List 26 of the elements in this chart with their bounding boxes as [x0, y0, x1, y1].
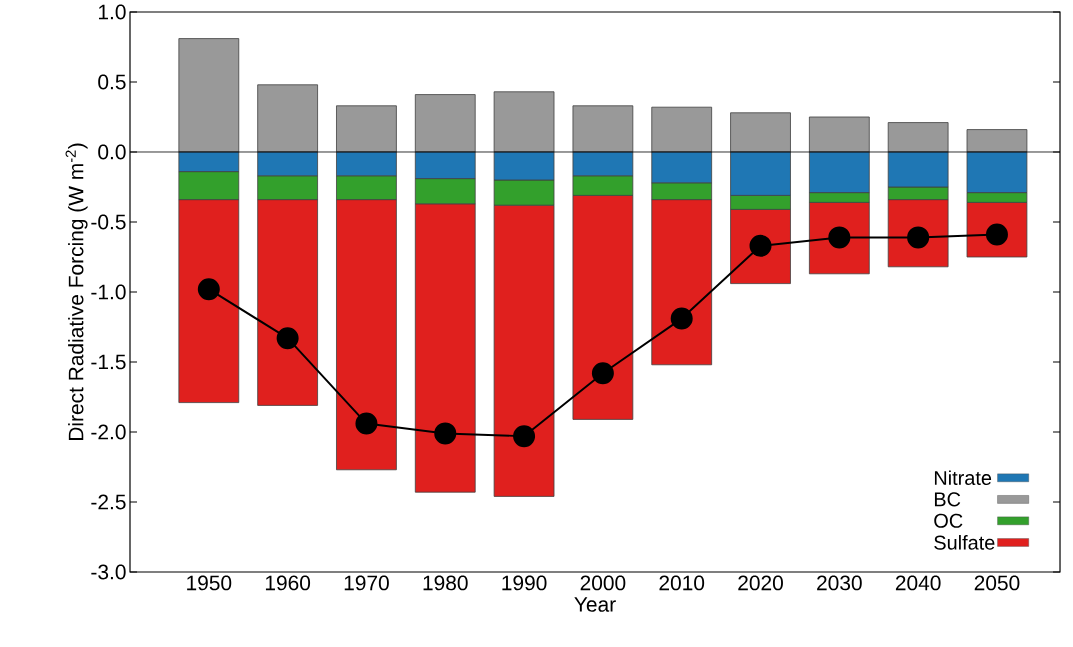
x-tick-label: 1990 — [502, 575, 547, 591]
y-tick-label: -1.5 — [91, 354, 126, 370]
x-tick-label: 2040 — [895, 575, 941, 591]
legend-label: Nitrate — [934, 470, 992, 486]
x-tick-label: 2000 — [580, 575, 626, 591]
x-tick-label: 2010 — [659, 575, 705, 591]
y-tick-label: 1.0 — [98, 4, 126, 20]
legend-label: BC — [934, 492, 961, 507]
x-tick-label: 1950 — [187, 575, 232, 591]
x-tick-label: 2050 — [974, 575, 1020, 591]
x-tick-label: 1980 — [423, 575, 468, 591]
y-tick-label: -1.0 — [91, 284, 126, 300]
legend-label: OC — [934, 513, 963, 528]
legend-label: Sulfate — [934, 535, 995, 550]
y-tick-label: -0.5 — [91, 214, 126, 230]
y-tick-label: -2.5 — [91, 494, 126, 510]
x-tick-label: 2020 — [738, 575, 783, 591]
y-tick-label: 0.5 — [98, 74, 126, 90]
y-tick-label: -3.0 — [91, 564, 126, 580]
x-tick-label: 1970 — [344, 575, 389, 591]
y-tick-label: -2.0 — [91, 424, 126, 440]
x-tick-label: 1960 — [265, 575, 311, 591]
y-tick-label: 0.0 — [98, 144, 126, 160]
x-tick-label: 2030 — [817, 575, 862, 591]
x-axis-title: Year — [574, 597, 616, 612]
y-axis-title: Direct Radiative Forcing (W m$^{-2}$) — [65, 143, 88, 441]
